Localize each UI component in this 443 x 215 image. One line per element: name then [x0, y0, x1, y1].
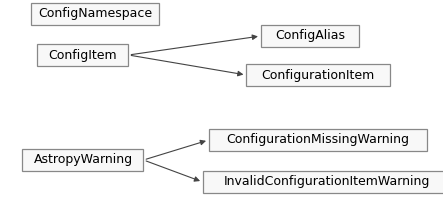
FancyBboxPatch shape [23, 149, 144, 171]
Text: ConfigurationMissingWarning: ConfigurationMissingWarning [226, 134, 409, 146]
FancyBboxPatch shape [31, 3, 159, 25]
FancyBboxPatch shape [209, 129, 427, 151]
Text: ConfigurationItem: ConfigurationItem [261, 69, 375, 81]
FancyBboxPatch shape [203, 171, 443, 193]
Text: AstropyWarning: AstropyWarning [33, 154, 132, 166]
Text: InvalidConfigurationItemWarning: InvalidConfigurationItemWarning [224, 175, 430, 189]
FancyBboxPatch shape [38, 44, 128, 66]
Text: ConfigItem: ConfigItem [49, 49, 117, 61]
FancyBboxPatch shape [246, 64, 390, 86]
Text: ConfigNamespace: ConfigNamespace [38, 8, 152, 20]
FancyBboxPatch shape [261, 25, 359, 47]
Text: ConfigAlias: ConfigAlias [275, 29, 345, 43]
